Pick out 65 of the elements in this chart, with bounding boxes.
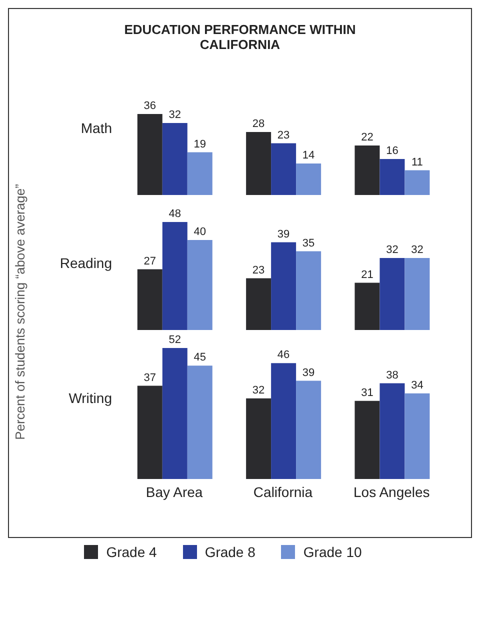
bar: [380, 159, 405, 195]
data-label: 11: [412, 156, 423, 168]
bar: [380, 258, 405, 330]
bar: [162, 123, 188, 195]
bar: [187, 152, 212, 195]
x-tick-label: Bay Area: [146, 484, 203, 500]
data-label: 32: [252, 384, 265, 396]
data-label: 38: [386, 369, 398, 382]
data-label: 31: [361, 386, 374, 399]
data-label: 52: [168, 334, 182, 346]
data-label: 23: [277, 129, 290, 142]
x-tick-label: California: [253, 484, 313, 500]
legend-label: Grade 4: [105, 544, 157, 560]
data-label: 28: [252, 118, 265, 130]
x-tick-label: Los Angeles: [354, 484, 430, 500]
text: Reading: [60, 254, 112, 270]
text: Writing: [68, 390, 112, 406]
chart-subtitle: Math: [80, 120, 112, 136]
legend-label: Grade 10: [302, 544, 362, 560]
bar: [162, 222, 188, 330]
bar: [380, 383, 405, 479]
data-label: 39: [302, 366, 315, 379]
bar: [354, 400, 380, 479]
data-label: 39: [277, 228, 290, 240]
bar: [271, 363, 296, 479]
data-label: 16: [386, 145, 398, 157]
data-label: 48: [168, 208, 182, 220]
bar: [137, 386, 162, 479]
data-label: 23: [252, 264, 265, 276]
data-label: 14: [302, 150, 315, 162]
bar: [404, 258, 430, 330]
legend-label: Grade 8: [204, 544, 256, 560]
data-label: 19: [194, 138, 206, 150]
bar: [271, 143, 296, 195]
bar: [137, 269, 162, 330]
y-axis-title: Percent of students scoring “above average”: [12, 184, 28, 440]
data-label: 40: [194, 226, 206, 238]
data-label: 27: [144, 255, 156, 268]
data-label: 37: [144, 372, 156, 384]
data-label: 32: [168, 109, 182, 121]
data-label: 32: [386, 244, 398, 256]
bar: [162, 348, 188, 479]
data-label: 35: [302, 237, 315, 250]
bar: [187, 240, 212, 330]
bar: [296, 164, 322, 195]
bar: [137, 114, 162, 195]
data-label: 34: [411, 379, 424, 392]
data-label: 32: [411, 244, 424, 256]
bar: [296, 380, 322, 479]
bar: [354, 282, 380, 330]
data-label: 21: [361, 268, 374, 281]
bar: [246, 132, 272, 195]
bar: [404, 393, 430, 479]
data-label: 45: [194, 352, 206, 364]
bar: [246, 398, 272, 479]
bar: [404, 170, 430, 195]
chart-title: EDUCATION PERFORMANCE WITHIN CALIFORNIA: [123, 22, 357, 52]
bar: [271, 242, 296, 330]
bar: [354, 146, 380, 195]
data-label: 36: [144, 100, 156, 112]
bar: [296, 251, 322, 330]
bar: [187, 366, 212, 479]
data-label: 46: [277, 349, 290, 362]
data-label: 22: [361, 132, 374, 144]
bar: [246, 278, 272, 330]
